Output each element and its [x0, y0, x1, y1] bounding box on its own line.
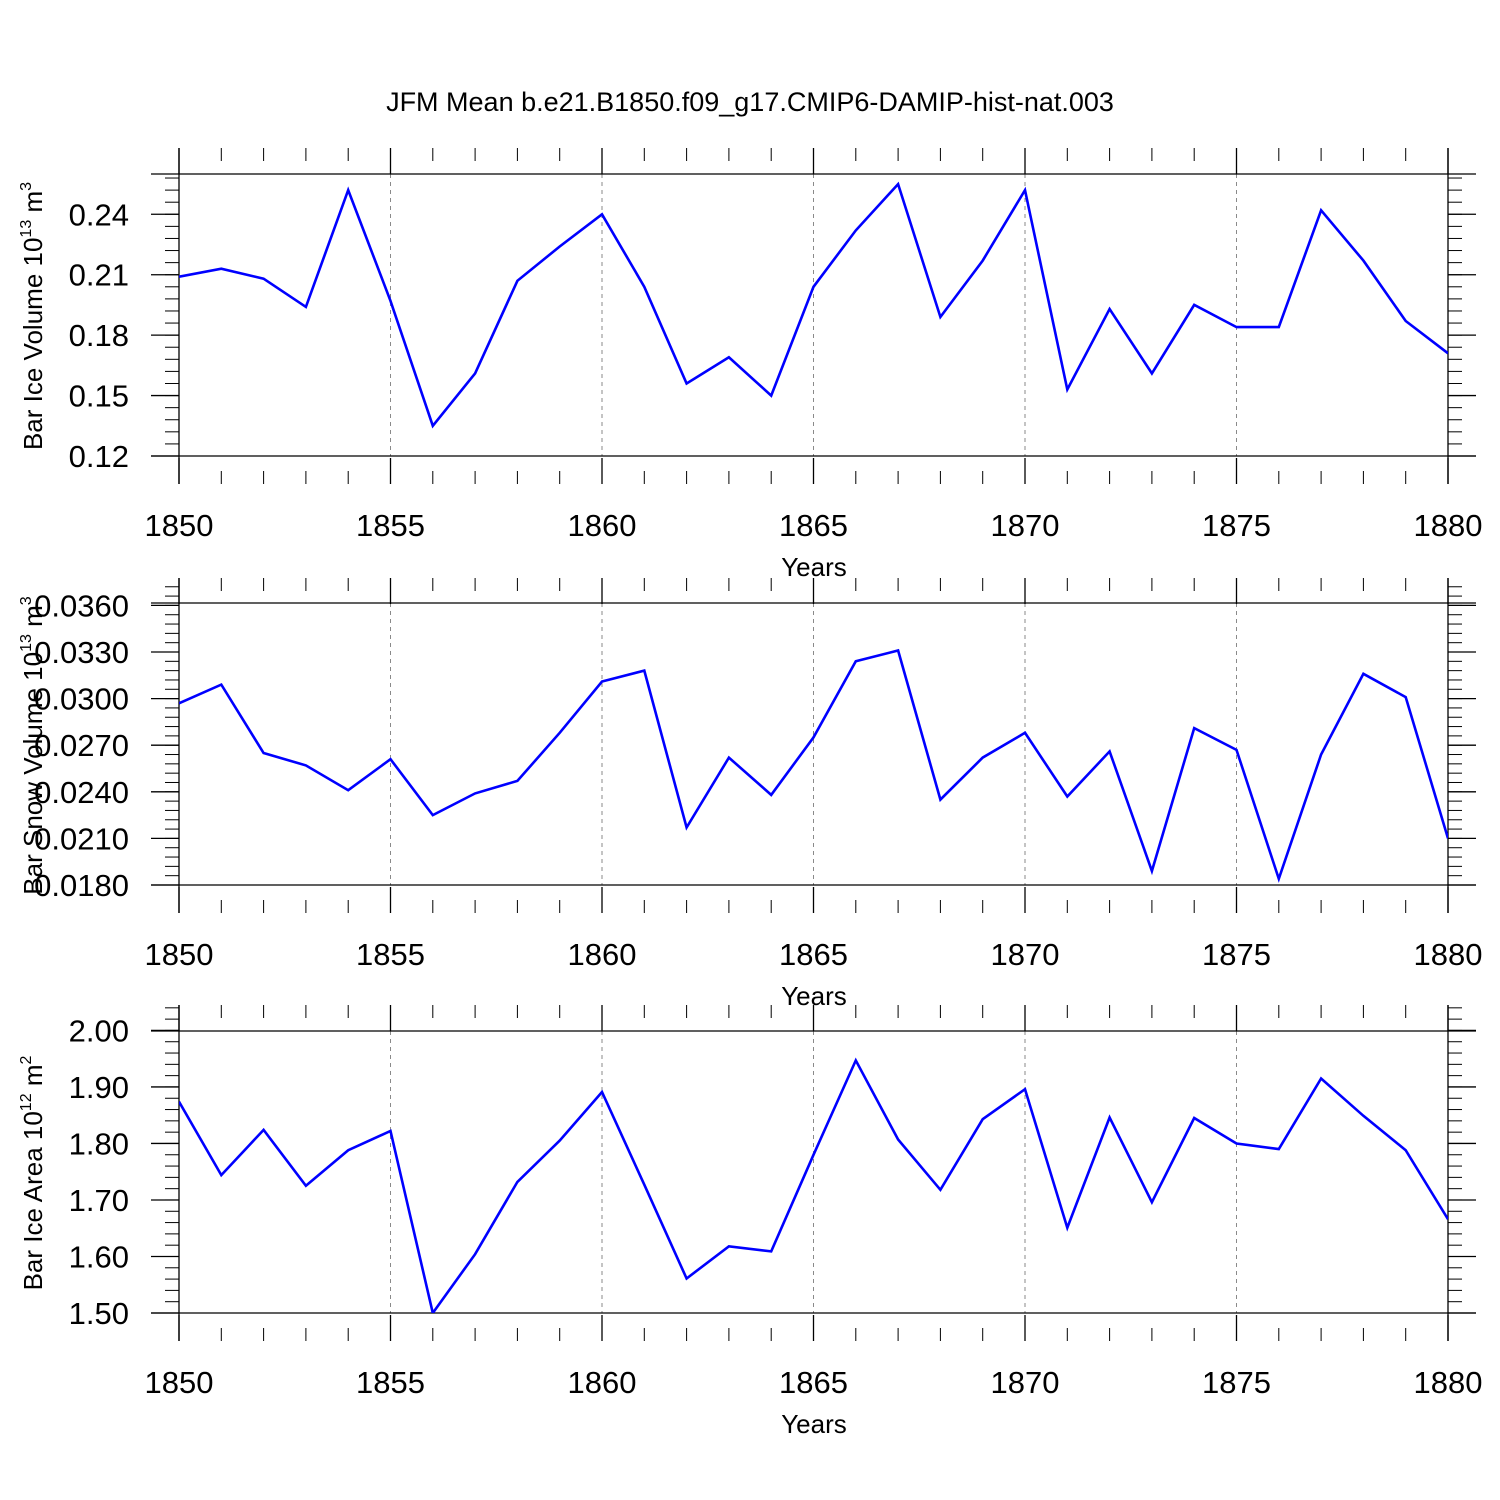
x-tick-label: 1850: [145, 937, 214, 972]
x-tick-label: 1860: [568, 508, 637, 543]
series-line: [179, 181, 1448, 429]
chart-panel-3: 1.50 1.60 1.70 1.80 1.90 2.00 1850 1855 1860 1865…: [18, 1005, 1482, 1439]
x-tick-label: 1875: [1202, 1365, 1271, 1400]
x-tick-label: 1855: [356, 508, 425, 543]
y-tick-label: 0.0330: [34, 635, 129, 670]
x-tick-label: 1850: [145, 1365, 214, 1400]
x-tick-label: 1870: [991, 937, 1060, 972]
x-tick-label: 1865: [779, 1365, 848, 1400]
x-tick-label: 1860: [568, 937, 637, 972]
panels: 0.12 0.15 0.18 0.21 0.24 1850 1855 1860 1865 1870…: [18, 148, 1482, 1439]
y-axis-title: Bar Ice Area 1012 m2: [18, 1055, 48, 1290]
y-tick-label: 0.0180: [34, 868, 129, 903]
y-tick-label: 0.24: [69, 197, 129, 232]
y-tick-label: 0.0240: [34, 775, 129, 810]
series-line: [179, 648, 1448, 883]
x-axis-title: Years: [781, 552, 847, 582]
x-axis-title: Years: [781, 1409, 847, 1439]
y-tick-label: 1.70: [69, 1183, 129, 1218]
y-tick-label: 0.12: [69, 439, 129, 474]
y-tick-label: 1.90: [69, 1070, 129, 1105]
y-tick-label: 0.15: [69, 379, 129, 414]
y-axis-title: Bar Snow Volume 1013 m3: [18, 596, 48, 895]
series-line: [179, 1057, 1448, 1313]
x-tick-label: 1870: [991, 1365, 1060, 1400]
x-tick-label: 1875: [1202, 937, 1271, 972]
y-tick-label: 0.0300: [34, 682, 129, 717]
y-tick-label: 1.50: [69, 1296, 129, 1331]
x-tick-label: 1860: [568, 1365, 637, 1400]
x-tick-label: 1870: [991, 508, 1060, 543]
y-axis-title: Bar Ice Volume 1013 m3: [18, 182, 48, 450]
x-tick-label: 1875: [1202, 508, 1271, 543]
y-tick-label: 0.0270: [34, 728, 129, 763]
figure-title: JFM Mean b.e21.B1850.f09_g17.CMIP6-DAMIP…: [386, 87, 1114, 117]
y-tick-label: 0.0360: [34, 588, 129, 623]
chart-panel-1: 0.12 0.15 0.18 0.21 0.24 1850 1855 1860 1865 1870…: [18, 148, 1482, 582]
y-tick-label: 1.60: [69, 1239, 129, 1274]
y-tick-label: 1.80: [69, 1126, 129, 1161]
y-tick-label: 0.18: [69, 318, 129, 353]
x-tick-label: 1865: [779, 508, 848, 543]
chart-panel-2: 0.0180 0.0210 0.0240 0.0270 0.0300 0.0330 0.03…: [18, 578, 1482, 1011]
x-tick-label: 1880: [1414, 937, 1483, 972]
x-tick-label: 1880: [1414, 1365, 1483, 1400]
x-tick-label: 1855: [356, 937, 425, 972]
y-tick-label: 0.21: [69, 258, 129, 293]
x-tick-label: 1850: [145, 508, 214, 543]
y-tick-label: 0.0210: [34, 821, 129, 856]
x-tick-label: 1855: [356, 1365, 425, 1400]
y-tick-label: 2.00: [69, 1013, 129, 1048]
x-tick-label: 1880: [1414, 508, 1483, 543]
x-tick-label: 1865: [779, 937, 848, 972]
